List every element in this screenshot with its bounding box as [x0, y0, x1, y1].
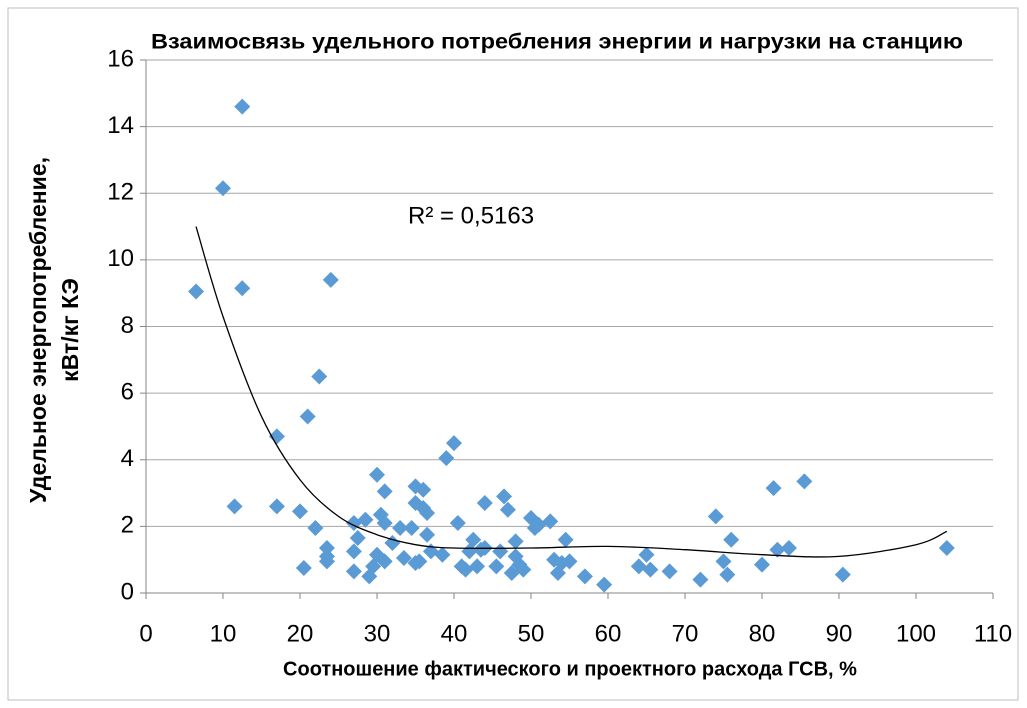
point — [349, 530, 366, 547]
x-tick-label: 50 — [518, 620, 545, 647]
point — [322, 271, 339, 288]
y-tick-label: 6 — [121, 378, 134, 405]
point — [576, 568, 593, 585]
point — [415, 481, 432, 498]
point — [938, 540, 955, 557]
point — [561, 553, 578, 570]
point — [542, 513, 559, 530]
point — [754, 556, 770, 573]
point — [434, 546, 451, 563]
point — [318, 540, 335, 557]
point — [215, 180, 231, 197]
point — [715, 553, 732, 570]
point — [469, 558, 486, 575]
point — [503, 565, 520, 582]
point — [268, 428, 285, 445]
y-tick-label: 4 — [121, 445, 134, 472]
point — [411, 553, 428, 570]
y-axis-label: Удельное энергопотребление, — [25, 157, 51, 503]
x-tick-label: 30 — [364, 620, 391, 647]
x-tick-label: 40 — [441, 620, 468, 647]
x-tick-label: 110 — [974, 620, 1012, 647]
x-axis-label: Соотношение фактического и проектного ра… — [283, 658, 857, 680]
point — [446, 435, 462, 452]
trendline — [195, 226, 948, 558]
point — [492, 543, 509, 560]
x-tick-label: 90 — [826, 620, 853, 647]
point — [234, 280, 251, 297]
point — [723, 531, 740, 548]
point — [780, 540, 797, 557]
point — [488, 558, 505, 575]
point — [769, 541, 786, 558]
point — [226, 498, 243, 515]
point — [345, 563, 362, 580]
point — [234, 98, 251, 115]
point — [419, 526, 436, 543]
point — [307, 520, 324, 537]
y-tick-label: 10 — [107, 245, 134, 272]
annotation: R² = 0,5163 — [408, 202, 534, 229]
chart-title: Взаимосвязь удельного потребления энерги… — [151, 31, 963, 54]
x-tick-label: 10 — [210, 620, 237, 647]
x-tick-label: 80 — [749, 620, 776, 647]
point — [642, 561, 659, 578]
x-tick-label: 20 — [287, 620, 314, 647]
point — [449, 515, 466, 532]
point — [357, 511, 374, 528]
point — [630, 558, 647, 575]
point — [507, 533, 524, 550]
point — [638, 546, 655, 563]
y-tick-label: 16 — [107, 45, 134, 72]
point — [834, 566, 851, 583]
point — [557, 531, 574, 548]
point — [499, 501, 516, 518]
point — [465, 531, 482, 548]
point — [268, 498, 285, 515]
point — [292, 503, 308, 520]
x-tick-label: 70 — [672, 620, 699, 647]
y-tick-label: 14 — [107, 112, 134, 139]
point — [765, 480, 782, 497]
y-tick-label: 0 — [121, 578, 134, 605]
point — [515, 561, 532, 578]
point — [295, 560, 312, 577]
point — [376, 553, 393, 570]
point — [369, 466, 385, 483]
point — [403, 520, 420, 537]
point — [476, 495, 493, 512]
y-tick-label: 2 — [121, 512, 134, 539]
point — [419, 505, 436, 522]
point — [496, 488, 513, 505]
point — [530, 516, 547, 533]
x-tick-label: 100 — [896, 620, 936, 647]
point — [661, 563, 678, 580]
y-axis-label: кВт/кг КЭ — [57, 278, 83, 382]
point — [392, 520, 409, 537]
point — [376, 483, 393, 500]
point — [719, 566, 736, 583]
point — [345, 543, 362, 560]
point — [438, 450, 455, 467]
point — [395, 550, 412, 567]
point — [596, 576, 613, 593]
point — [707, 508, 724, 525]
y-tick-label: 8 — [121, 312, 134, 339]
point — [311, 368, 328, 385]
point — [457, 561, 474, 578]
point — [318, 553, 335, 570]
chart-border — [7, 7, 1019, 701]
point — [376, 515, 393, 532]
x-tick-label: 60 — [595, 620, 622, 647]
point — [188, 283, 205, 300]
point — [299, 408, 316, 425]
y-tick-label: 12 — [107, 179, 134, 206]
point — [796, 473, 813, 490]
point — [692, 571, 709, 588]
x-tick-label: 0 — [139, 620, 152, 647]
